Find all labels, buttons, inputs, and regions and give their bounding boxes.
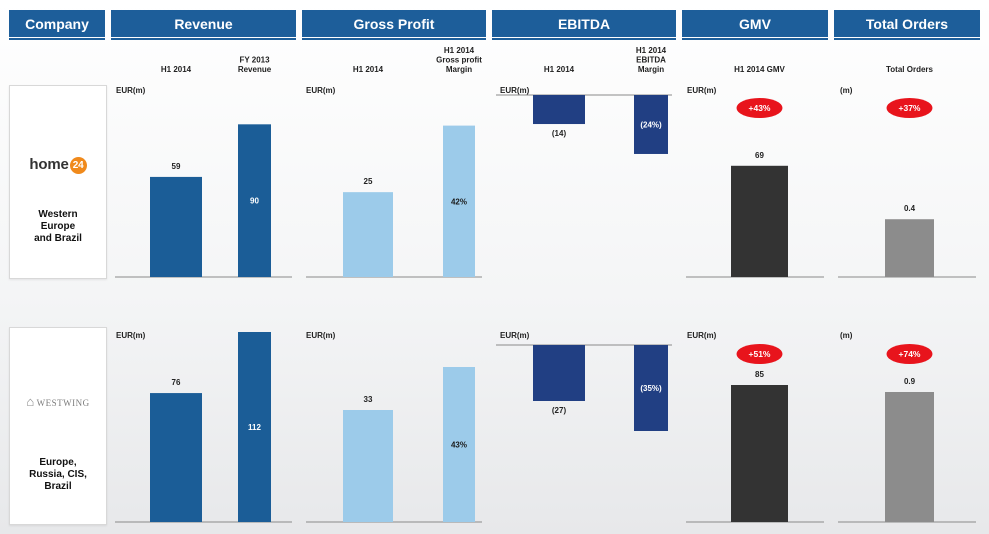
bar-ebitda-westwing <box>634 345 668 431</box>
growth-label-total-orders-westwing: +74% <box>899 349 921 359</box>
category-label-revenue-home24: Revenue <box>238 65 272 74</box>
unit-label-revenue-westwing: EUR(m) <box>116 331 146 340</box>
header-revenue: Revenue <box>111 10 296 40</box>
data-label-total-orders-westwing: 0.9 <box>904 377 916 386</box>
unit-label-ebitda-westwing: EUR(m) <box>500 331 530 340</box>
category-label-gmv-home24: H1 2014 GMV <box>734 65 785 74</box>
category-label-ebitda-home24: Margin <box>638 65 664 74</box>
company-card-westwing: ⌂ WESTWING Europe, Russia, CIS, Brazil <box>9 327 107 525</box>
growth-label-total-orders-home24: +37% <box>899 103 921 113</box>
bar-gmv-home24 <box>731 165 788 277</box>
bar-revenue-home24 <box>150 176 202 277</box>
bar-gross-profit-home24 <box>443 125 475 278</box>
home24-logo-badge: 24 <box>69 156 87 174</box>
data-label-revenue-westwing: 76 <box>172 378 181 387</box>
region-line: Europe, <box>39 457 77 468</box>
category-label-revenue-home24: H1 2014 <box>161 65 192 74</box>
unit-label-gmv-home24: EUR(m) <box>687 86 717 95</box>
bar-gmv-westwing <box>731 385 788 522</box>
growth-badge-total-orders-home24 <box>886 98 933 118</box>
unit-label-revenue-home24: EUR(m) <box>116 86 146 95</box>
bar-ebitda-home24 <box>634 95 668 154</box>
bar-revenue-westwing <box>150 393 202 522</box>
unit-label-total-orders-home24: (m) <box>840 86 853 95</box>
data-label-ebitda-westwing: (27) <box>552 406 567 415</box>
data-label-revenue-westwing: 112 <box>248 423 261 432</box>
growth-badge-total-orders-westwing <box>886 344 933 364</box>
data-label-revenue-home24: 90 <box>250 197 259 206</box>
category-label-gross-profit-home24: H1 2014 <box>353 65 384 74</box>
home24-logo: home 24 <box>10 156 106 174</box>
category-label-gross-profit-home24: Gross profit <box>436 56 482 65</box>
category-label-ebitda-home24: H1 2014 <box>636 46 667 55</box>
data-label-gross-profit-westwing: 33 <box>364 395 373 404</box>
data-label-ebitda-home24: (14) <box>552 129 567 138</box>
header-ebitda: EBITDA <box>492 10 676 40</box>
data-label-total-orders-home24: 0.4 <box>904 204 916 213</box>
region-line: Brazil <box>44 481 72 492</box>
bar-gross-profit-westwing <box>443 367 475 522</box>
bar-total-orders-home24 <box>885 219 934 277</box>
unit-label-total-orders-westwing: (m) <box>840 331 853 340</box>
growth-label-gmv-westwing: +51% <box>749 349 771 359</box>
data-label-gross-profit-home24: 25 <box>364 177 373 186</box>
header-company: Company <box>9 10 105 40</box>
header-gross-profit: Gross Profit <box>302 10 486 40</box>
header-total-orders: Total Orders <box>834 10 980 40</box>
unit-label-ebitda-home24: EUR(m) <box>500 86 530 95</box>
data-label-gmv-westwing: 85 <box>755 370 764 379</box>
bar-revenue-westwing <box>238 332 271 522</box>
growth-badge-gmv-home24 <box>736 98 783 118</box>
data-label-gross-profit-westwing: 43% <box>451 441 467 450</box>
category-label-ebitda-home24: EBITDA <box>636 56 666 65</box>
data-label-gross-profit-home24: 42% <box>451 197 467 206</box>
bar-gross-profit-home24 <box>343 192 393 277</box>
home24-logo-text: home <box>29 156 69 173</box>
category-label-ebitda-home24: H1 2014 <box>544 65 575 74</box>
unit-label-gross-profit-home24: EUR(m) <box>306 86 336 95</box>
region-line: and Brazil <box>34 233 82 244</box>
westwing-logo: ⌂ WESTWING <box>10 394 106 410</box>
data-label-ebitda-westwing: (35%) <box>640 384 662 393</box>
bar-revenue-home24 <box>238 124 271 277</box>
westwing-logo-text: WESTWING <box>36 398 90 408</box>
bar-gross-profit-westwing <box>343 410 393 522</box>
growth-badge-gmv-westwing <box>736 344 783 364</box>
region-line: Western <box>38 209 78 220</box>
region-label-home24: Western Europe and Brazil <box>14 209 102 245</box>
category-label-gross-profit-home24: Margin <box>446 65 472 74</box>
category-label-gross-profit-home24: H1 2014 <box>444 46 475 55</box>
data-label-ebitda-home24: (24%) <box>640 120 662 129</box>
data-label-revenue-home24: 59 <box>172 162 181 171</box>
company-card-home24: home 24 Western Europe and Brazil <box>9 85 107 279</box>
category-label-total-orders-home24: Total Orders <box>886 65 934 74</box>
region-line: Russia, CIS, <box>29 469 87 480</box>
unit-label-gmv-westwing: EUR(m) <box>687 331 717 340</box>
unit-label-gross-profit-westwing: EUR(m) <box>306 331 336 340</box>
region-line: Europe <box>40 221 76 232</box>
bar-ebitda-home24 <box>533 95 585 125</box>
header-gmv: GMV <box>682 10 828 40</box>
bar-ebitda-westwing <box>533 345 585 401</box>
bar-total-orders-westwing <box>885 392 934 522</box>
category-label-revenue-home24: FY 2013 <box>239 56 270 65</box>
westwing-logo-mark-icon: ⌂ <box>26 394 35 409</box>
growth-label-gmv-home24: +43% <box>749 103 771 113</box>
region-label-westwing: Europe, Russia, CIS, Brazil <box>14 457 102 493</box>
data-label-gmv-home24: 69 <box>755 151 764 160</box>
